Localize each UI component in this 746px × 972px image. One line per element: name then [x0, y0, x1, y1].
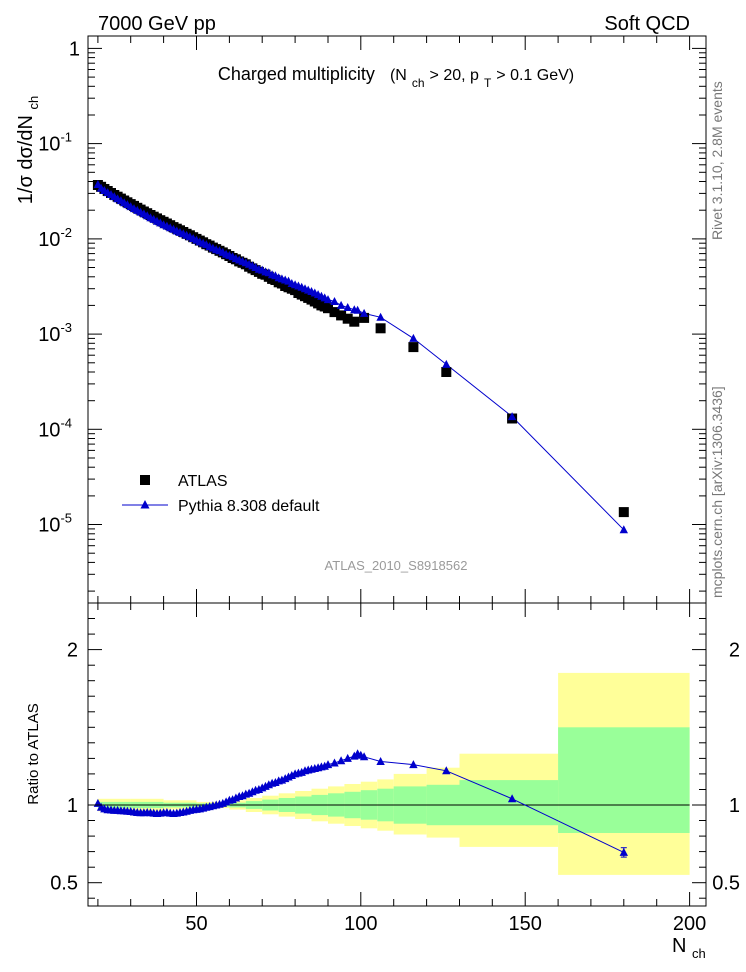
legend: ATLAS Pythia 8.308 default — [122, 473, 320, 515]
plot-title-cond-close: > 0.1 GeV) — [496, 67, 574, 84]
ratio-y-tick-label-right-2: 2 — [729, 640, 740, 662]
main-axis-ticks: 10-510-410-310-210-11 — [38, 36, 706, 603]
plot-title-cond-sub1: ch — [412, 76, 425, 90]
atlas-point-77 — [408, 342, 419, 353]
plot-title-main: Charged multiplicity — [218, 64, 375, 84]
pythia-point-73 — [343, 303, 352, 311]
ratio-y-axis-label: Ratio to ATLAS — [25, 703, 42, 804]
main-plot-marks — [92, 180, 629, 534]
main-y-tick-base-5: 1 — [69, 38, 80, 60]
plot-title-cond-sub2: T — [484, 76, 492, 90]
main-y-tick-label-5: 1 — [69, 38, 80, 60]
ratio-axis-ticks: 50 100 150 200 0.5 0.5 1 1 2 2 — [50, 603, 740, 935]
main-y-tick-label-0: 10-5 — [38, 511, 72, 537]
legend-label-pythia: Pythia 8.308 default — [178, 498, 320, 515]
main-y-tick-exp-1: -4 — [60, 415, 72, 430]
main-y-tick-base-1: 10 — [38, 419, 60, 441]
pythia-point-71 — [330, 297, 339, 305]
main-plot-frame — [87, 35, 707, 604]
atlas-point-78 — [441, 367, 452, 377]
legend-marker-atlas — [140, 475, 150, 485]
atlas-point-75 — [359, 312, 370, 323]
pythia-point-75 — [353, 305, 362, 314]
ratio-point-79 — [409, 760, 418, 769]
main-pythia-line — [97, 184, 625, 531]
pythia-point-70 — [323, 295, 333, 304]
ratio-y-tick-label-left-2: 2 — [67, 640, 78, 662]
legend-marker-pythia — [140, 500, 150, 509]
pythia-point-78 — [409, 333, 418, 342]
plot-title-cond-open: (N — [390, 67, 407, 84]
ratio-plot-marks — [93, 672, 690, 875]
plot-title-cond-mid: > 20, p — [430, 67, 479, 84]
main-y-axis-label-sub: ch — [26, 96, 41, 110]
ratio-point-72 — [336, 756, 346, 765]
pythia-point-79 — [442, 359, 451, 368]
pythia-point-80 — [507, 412, 517, 421]
analysis-id-label: ATLAS_2010_S8918562 — [325, 558, 468, 573]
ratio-point-78 — [376, 757, 385, 765]
main-y-tick-base-4: 10 — [38, 134, 60, 156]
ratio-point-81 — [507, 794, 517, 803]
header-right-label: Soft QCD — [604, 13, 690, 35]
atlas-point-73 — [342, 313, 353, 324]
main-y-tick-label-4: 10-1 — [38, 130, 72, 156]
ratio-point-71 — [330, 758, 339, 767]
x-axis-label-sub: ch — [692, 946, 706, 961]
ratio-band-inner-16 — [459, 780, 559, 826]
main-y-axis-label-prefix: 1/σ dσ/dN — [15, 115, 37, 204]
ratio-y-tick-label-left-0.5: 0.5 — [50, 873, 78, 895]
plot-title: Charged multiplicity (N ch > 20, p T > 0… — [218, 64, 574, 91]
ratio-point-82 — [619, 847, 628, 856]
main-y-tick-exp-4: -1 — [60, 130, 72, 145]
main-y-tick-exp-3: -2 — [60, 225, 72, 240]
ratio-plot-frame — [87, 602, 707, 907]
main-y-axis-label: 1/σ dσ/dN ch — [15, 96, 41, 204]
pythia-point-72 — [336, 300, 346, 309]
main-y-tick-base-2: 10 — [38, 324, 60, 346]
x-tick-label-50: 50 — [185, 913, 207, 935]
main-y-tick-exp-2: -3 — [60, 320, 72, 335]
rivet-side-label: Rivet 3.1.10, 2.8M events — [709, 81, 725, 240]
ratio-point-77 — [359, 752, 369, 761]
atlas-point-76 — [375, 323, 386, 334]
main-y-tick-label-3: 10-2 — [38, 225, 72, 251]
atlas-point-74 — [349, 316, 360, 327]
legend-label-atlas: ATLAS — [178, 473, 228, 490]
main-y-tick-base-3: 10 — [38, 229, 60, 251]
ratio-plot-panel: 50 100 150 200 0.5 0.5 1 1 2 2 — [50, 602, 740, 935]
x-axis-label: N ch — [672, 935, 706, 961]
pythia-point-77 — [376, 312, 385, 321]
header-left-label: 7000 GeV pp — [98, 13, 216, 35]
ratio-y-tick-label-left-1: 1 — [67, 795, 78, 817]
main-y-tick-base-0: 10 — [38, 515, 60, 537]
main-y-tick-label-2: 10-3 — [38, 320, 72, 346]
x-tick-label-100: 100 — [344, 913, 377, 935]
ratio-point-80 — [442, 766, 451, 775]
atlas-point-80 — [618, 507, 629, 518]
pythia-point-81 — [619, 525, 628, 534]
atlas-point-70 — [323, 303, 333, 314]
ratio-band-inner-17 — [558, 727, 690, 833]
main-plot-panel: 10-510-410-310-210-11 — [38, 35, 707, 604]
atlas-point-72 — [336, 310, 347, 321]
x-tick-label-200: 200 — [673, 913, 706, 935]
pythia-point-76 — [359, 308, 369, 317]
x-axis-label-main: N — [672, 935, 686, 957]
ratio-y-tick-label-right-0.5: 0.5 — [712, 873, 740, 895]
ratio-point-73 — [343, 753, 352, 762]
mcplots-side-label: mcplots.cern.ch [arXiv:1306.3436] — [709, 386, 725, 598]
main-y-tick-label-1: 10-4 — [38, 415, 72, 441]
x-tick-label-150: 150 — [509, 913, 542, 935]
ratio-point-70 — [323, 760, 333, 769]
ratio-y-tick-label-right-1: 1 — [729, 795, 740, 817]
main-y-tick-exp-0: -5 — [60, 511, 72, 526]
atlas-point-71 — [329, 307, 340, 318]
